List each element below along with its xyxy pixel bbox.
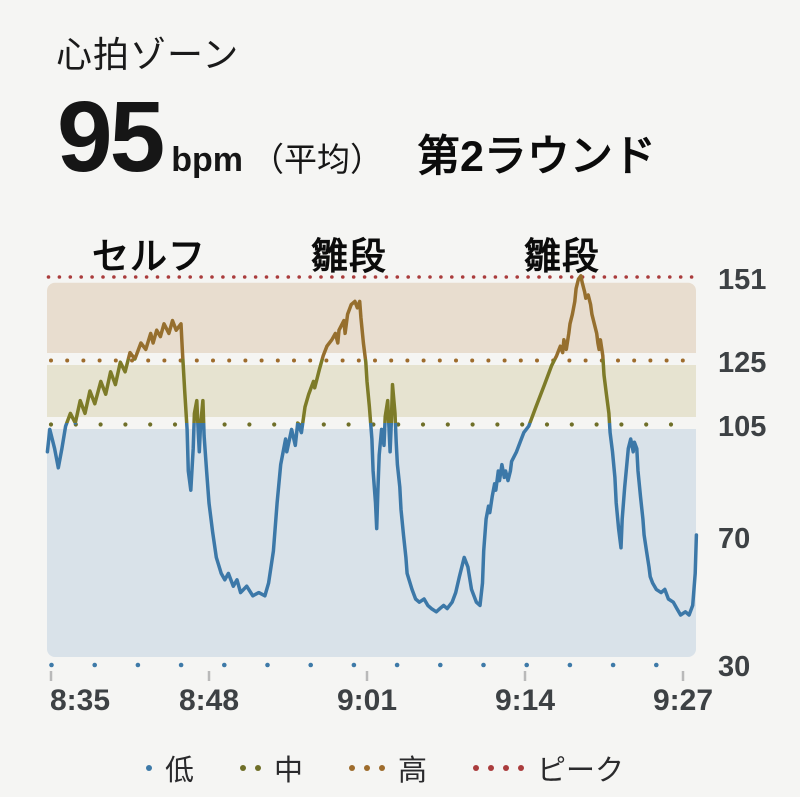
zone-band-high xyxy=(47,282,696,353)
y-axis-label: 151 xyxy=(718,264,766,296)
legend-dots-icon xyxy=(145,765,152,771)
y-axis-label: 30 xyxy=(718,651,750,683)
x-axis-label: 9:14 xyxy=(495,684,555,717)
legend-dots-icon xyxy=(349,765,385,771)
y-axis-label: 70 xyxy=(718,523,750,555)
legend-dots-icon xyxy=(239,765,261,771)
legend-item-high: 高 xyxy=(349,747,427,789)
average-heart-rate: 95 bpm （平均） 第2ラウンド xyxy=(57,87,656,187)
x-axis-label: 9:27 xyxy=(653,684,713,717)
legend-label: 高 xyxy=(398,755,428,787)
x-axis-label: 8:48 xyxy=(179,684,239,717)
avg-qualifier: （平均） xyxy=(251,141,384,178)
legend-label: 低 xyxy=(164,755,194,787)
avg-bpm-unit: bpm xyxy=(171,141,244,179)
legend-dots-icon xyxy=(473,765,525,771)
page-title: 心拍ゾーン xyxy=(56,34,240,75)
annotation-hinadan-2: 雛段 xyxy=(524,236,600,277)
legend-label: ピーク xyxy=(537,755,625,787)
heart-rate-line xyxy=(64,359,612,423)
annotation-hinadan-1: 雛段 xyxy=(311,236,387,277)
x-axis-label: 8:35 xyxy=(50,684,110,717)
x-axis-label: 9:01 xyxy=(337,684,397,717)
annotation-self: セルフ xyxy=(92,236,206,277)
round-label: 第2ラウンド xyxy=(417,133,656,181)
y-axis-label: 105 xyxy=(718,411,766,443)
y-axis-label: 125 xyxy=(718,347,766,379)
zone-legend: 低 中 高 ピーク xyxy=(0,747,800,789)
legend-item-low: 低 xyxy=(145,747,194,789)
heart-rate-line xyxy=(45,423,699,617)
legend-label: 中 xyxy=(273,755,303,787)
avg-bpm-value: 95 xyxy=(57,81,165,193)
legend-item-peak: ピーク xyxy=(473,747,624,789)
legend-item-mid: 中 xyxy=(239,747,303,789)
zone-band-mid xyxy=(47,365,696,417)
